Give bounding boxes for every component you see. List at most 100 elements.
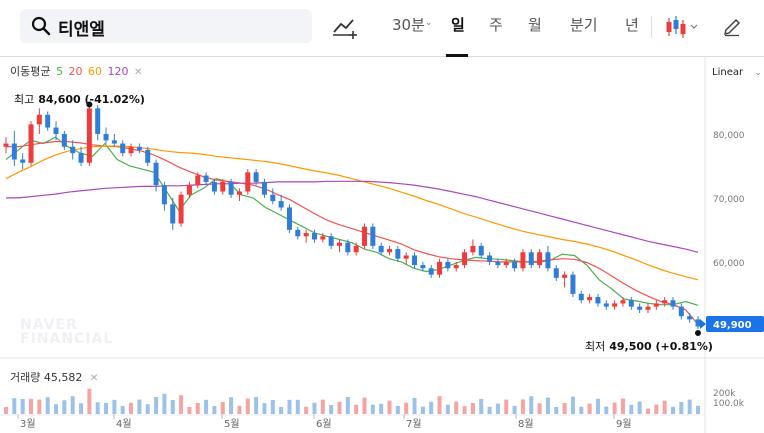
volume-bar xyxy=(545,397,550,414)
ma-label: 이동평균 xyxy=(10,65,51,78)
ma-5[interactable]: 5 xyxy=(55,65,63,78)
volume-bar xyxy=(629,404,634,414)
candle-body xyxy=(145,149,151,163)
volume-bar xyxy=(120,406,125,414)
candle-body xyxy=(545,252,551,269)
candle-body xyxy=(695,319,701,327)
volume-bar xyxy=(179,395,184,414)
volume-bar xyxy=(337,401,342,414)
candle-body xyxy=(270,194,276,202)
volume-bar xyxy=(479,399,484,414)
y-tick-label: 80,000 xyxy=(713,131,745,141)
volume-bar xyxy=(362,397,367,414)
moving-average-legend: 이동평균 5 20 60 120 ✕ xyxy=(10,63,144,79)
candle-body xyxy=(11,143,17,160)
candle-body xyxy=(445,261,451,269)
candle-body xyxy=(645,306,651,310)
volume-bar xyxy=(137,399,142,414)
candle-body xyxy=(128,146,134,154)
candle-body xyxy=(437,261,443,275)
x-tick-label: 6월 xyxy=(316,418,332,430)
volume-bar xyxy=(212,406,217,414)
candle-body xyxy=(3,143,9,147)
high-label: 최고 84,600 (-41.02%) xyxy=(14,93,145,106)
volume-bar xyxy=(670,406,675,414)
candle-body xyxy=(236,191,242,195)
volume-bar xyxy=(654,404,659,414)
volume-bar xyxy=(637,401,642,414)
scale-select[interactable]: Linear ⌄ xyxy=(712,67,762,78)
candle-body xyxy=(61,133,67,147)
volume-bar xyxy=(245,398,250,414)
ma-20[interactable]: 20 xyxy=(68,65,83,78)
candle-body xyxy=(553,268,559,278)
watermark: NAVER FINANCIAL xyxy=(20,318,113,346)
candlestick-icon[interactable] xyxy=(664,15,700,39)
ma-60[interactable]: 60 xyxy=(87,65,102,78)
volume-bar xyxy=(12,398,17,414)
high-marker xyxy=(86,101,93,108)
volume-bar xyxy=(54,404,59,414)
candle-body xyxy=(628,300,634,307)
candle-body xyxy=(603,303,609,307)
chevron-down-icon[interactable]: ⌄ xyxy=(425,18,433,28)
period-day[interactable]: 일 xyxy=(451,16,465,34)
volume-value: 45,582 xyxy=(43,371,83,384)
volume-bar xyxy=(579,406,584,414)
volume-bar xyxy=(445,404,450,414)
period-month[interactable]: 월 xyxy=(528,16,542,34)
watermark-line: NAVER xyxy=(20,317,78,333)
search-box[interactable]: 티앤엘 xyxy=(20,9,312,43)
volume-bar xyxy=(162,393,167,414)
ma-120[interactable]: 120 xyxy=(107,65,129,78)
candle-body xyxy=(412,255,418,266)
volume-bar xyxy=(529,396,534,414)
trend-plus-icon[interactable] xyxy=(332,16,358,40)
candle-body xyxy=(478,245,484,256)
low-label: 최저 49,500 (+0.81%) xyxy=(585,340,713,353)
candle-body xyxy=(637,306,643,310)
low-label-title: 최저 xyxy=(585,340,605,353)
volume-bar xyxy=(104,403,109,414)
volume-bar xyxy=(620,398,625,414)
volume-bar xyxy=(37,399,42,414)
toolbar-divider xyxy=(651,16,652,38)
ma-5-line xyxy=(5,136,699,306)
volume-bar xyxy=(454,401,459,414)
close-icon[interactable]: ✕ xyxy=(89,373,99,384)
period-quarter[interactable]: 분기 xyxy=(570,16,598,34)
pencil-icon[interactable] xyxy=(722,17,742,37)
period-30min[interactable]: 30분 xyxy=(392,16,425,34)
volume-bar xyxy=(262,403,267,414)
candle-body xyxy=(303,233,309,237)
search-icon xyxy=(31,16,51,36)
close-icon[interactable]: ✕ xyxy=(133,67,143,78)
period-week[interactable]: 주 xyxy=(489,16,503,34)
volume-bar xyxy=(195,403,200,414)
volume-bar xyxy=(679,402,684,414)
candle-body xyxy=(462,252,468,266)
volume-label: 거래량 xyxy=(10,371,41,384)
candle-body xyxy=(86,108,92,163)
search-input[interactable]: 티앤엘 xyxy=(58,20,105,40)
low-marker xyxy=(695,330,701,337)
volume-bar xyxy=(512,405,517,414)
volume-bar xyxy=(70,396,75,414)
candle-body xyxy=(195,175,201,186)
volume-bar xyxy=(520,399,525,414)
volume-bar xyxy=(604,406,609,414)
volume-bar xyxy=(45,397,50,414)
volume-bar xyxy=(320,399,325,414)
high-label-title: 최고 xyxy=(14,93,34,106)
candle-body xyxy=(70,146,76,154)
candle-body xyxy=(345,242,351,253)
candle-body xyxy=(203,175,209,182)
volume-bar xyxy=(287,399,292,414)
candle-body xyxy=(111,140,117,144)
candle-body xyxy=(403,255,409,259)
volume-bar xyxy=(295,399,300,414)
volume-bar xyxy=(470,403,475,414)
x-tick-label: 9월 xyxy=(616,418,632,430)
period-year[interactable]: 년 xyxy=(625,16,639,34)
candle-body xyxy=(161,185,167,205)
